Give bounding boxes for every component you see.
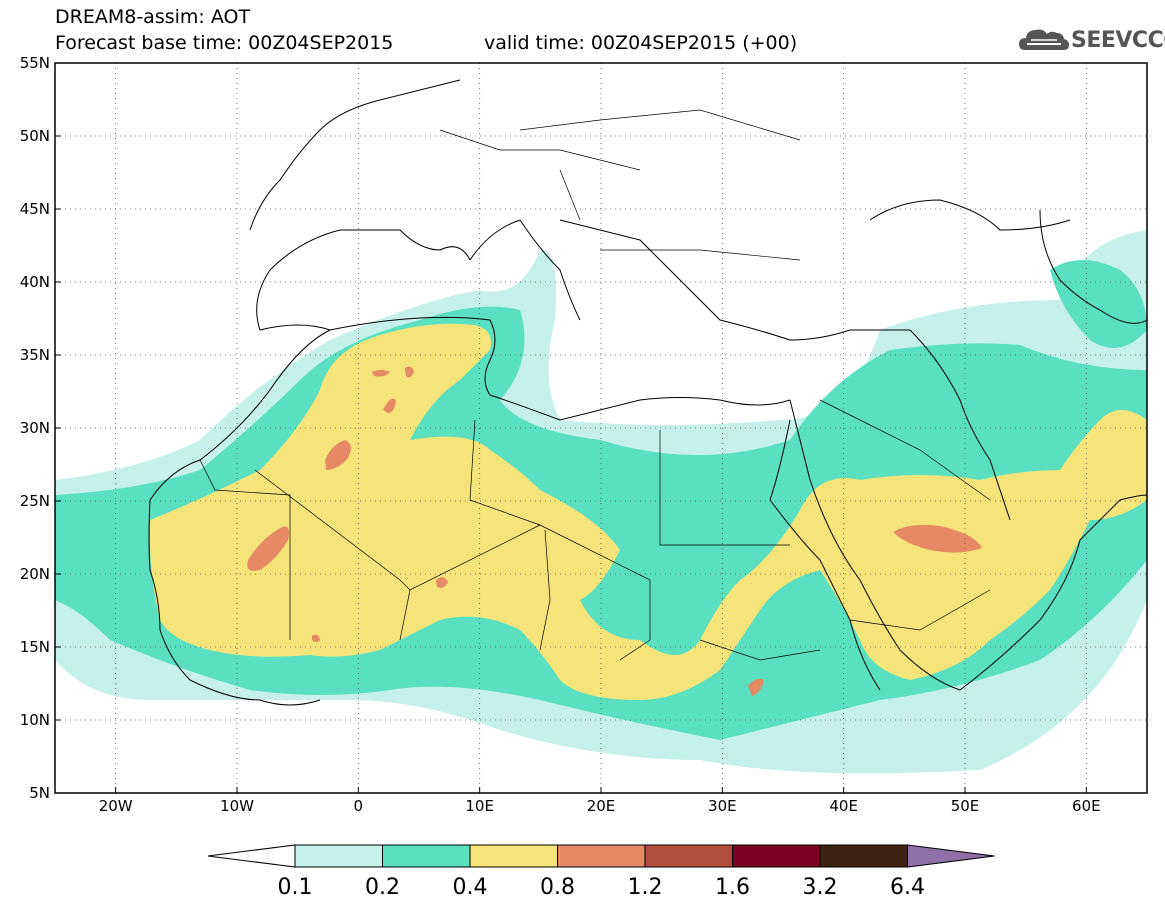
lon-tick-label: 20W: [99, 797, 133, 815]
colorbar-level-label: 1.2: [628, 875, 663, 900]
lon-tick-label: 20E: [587, 797, 616, 815]
lon-tick-label: 50E: [951, 797, 980, 815]
lon-tick-label: 10E: [465, 797, 494, 815]
colorbar-level-label: 0.8: [540, 875, 575, 900]
lat-tick-label: 35N: [20, 346, 50, 364]
lat-tick-label: 30N: [20, 419, 50, 437]
lon-tick-label: 30E: [708, 797, 737, 815]
lat-tick-label: 20N: [20, 565, 50, 583]
title-valid-time: valid time: 00Z04SEP2015 (+00): [484, 32, 798, 54]
lon-tick-label: 10W: [220, 797, 254, 815]
lat-tick-label: 15N: [20, 638, 50, 656]
lon-tick-label: 40E: [829, 797, 858, 815]
colorbar-swatch: [557, 844, 646, 868]
colorbar-swatch: [732, 844, 821, 868]
lat-tick-label: 45N: [20, 200, 50, 218]
lon-ticks: 20W 10W 0 10E 20E 30E 40E 50E 60E: [99, 787, 1101, 815]
colorbar-swatch: [294, 844, 383, 868]
aot-contour-0.4: [150, 323, 1147, 700]
colorbar-swatch: [819, 844, 908, 868]
coastlines: [148, 79, 1147, 706]
colorbar-level-label: 0.4: [453, 875, 488, 900]
colorbar-swatch: [469, 844, 558, 868]
cloud-icon: [1019, 29, 1069, 50]
title-product: DREAM8-assim: AOT: [55, 6, 251, 28]
lat-tick-label: 25N: [20, 492, 50, 510]
lat-tick-label: 5N: [29, 784, 50, 802]
colorbar-level-label: 3.2: [803, 875, 838, 900]
lat-tick-label: 50N: [20, 127, 50, 145]
lat-tick-label: 55N: [20, 54, 50, 72]
lon-tick-label: 60E: [1072, 797, 1101, 815]
colorbar-over-triangle: [907, 844, 995, 868]
title-base-time: Forecast base time: 00Z04SEP2015: [55, 32, 394, 54]
borders: [199, 109, 991, 661]
colorbar-swatch: [382, 844, 471, 868]
colorbar: 0.1 0.2 0.4 0.8 1.2 1.6 3.2 6.4: [207, 844, 995, 900]
aot-contour-0.8: [247, 366, 982, 696]
lat-tick-label: 40N: [20, 273, 50, 291]
colorbar-level-label: 1.6: [715, 875, 750, 900]
colorbar-level-label: 6.4: [890, 875, 925, 900]
lat-tick-label: 10N: [20, 711, 50, 729]
lon-tick-label: 0: [354, 797, 364, 815]
colorbar-swatch: [644, 844, 733, 868]
colorbar-under-triangle: [207, 844, 296, 868]
lat-ticks: 55N 50N 45N 40N 35N 30N 25N 20N 15N 10N 5N: [20, 54, 61, 802]
colorbar-level-label: 0.2: [365, 875, 400, 900]
logo-text: SEEVCCC: [1071, 28, 1165, 53]
seevccc-logo: SEEVCCC: [1017, 24, 1165, 56]
colorbar-level-label: 0.1: [278, 875, 313, 900]
